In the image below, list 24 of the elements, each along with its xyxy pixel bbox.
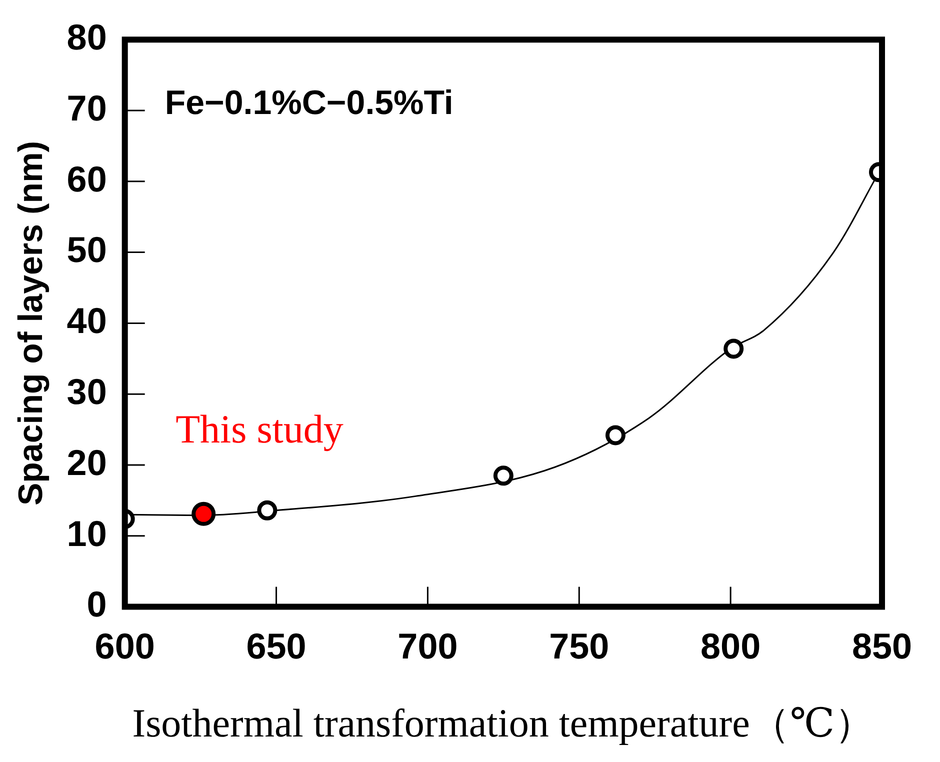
y-tick-label: 10 bbox=[66, 512, 107, 554]
y-tick-label: 30 bbox=[66, 371, 107, 412]
series-label: This study bbox=[176, 406, 344, 452]
y-tick-label: 70 bbox=[66, 87, 107, 128]
y-tick-label: 80 bbox=[66, 16, 107, 58]
x-tick-label: 750 bbox=[549, 625, 610, 666]
x-tick-label: 800 bbox=[700, 625, 761, 666]
y-tick-label: 60 bbox=[66, 158, 107, 200]
x-tick-label: 700 bbox=[398, 625, 458, 666]
point bbox=[493, 466, 514, 486]
x-tick-label: 600 bbox=[94, 625, 155, 666]
x-tick-label: 650 bbox=[246, 625, 306, 666]
y-axis-title: Spacing of layers (nm) bbox=[12, 140, 50, 506]
annotation: Fe−0.1%C−0.5%Ti bbox=[164, 84, 454, 122]
y-tick-label: 0 bbox=[86, 584, 107, 625]
y-tick-label: 50 bbox=[66, 229, 107, 270]
x-axis-title: Isothermal transformation temperature（℃） bbox=[132, 700, 875, 746]
point bbox=[257, 500, 278, 520]
y-tick-label: 40 bbox=[66, 300, 107, 342]
point bbox=[724, 338, 744, 359]
point bbox=[605, 425, 626, 446]
point bbox=[192, 502, 216, 526]
y-tick-label: 20 bbox=[66, 442, 107, 483]
x-tick-label: 850 bbox=[852, 625, 912, 666]
